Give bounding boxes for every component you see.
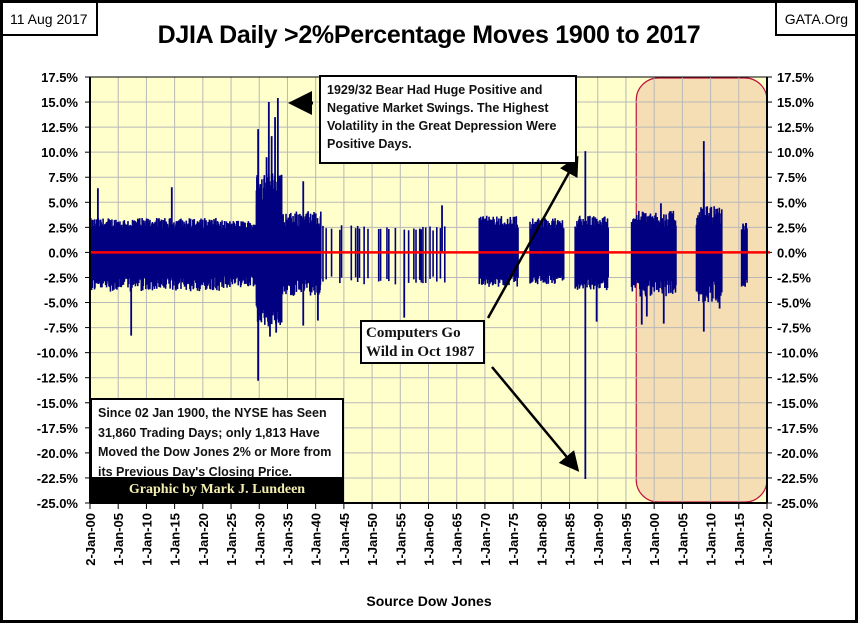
- x-axis-label: Source Dow Jones: [366, 593, 492, 609]
- y-tick-label-right: -17.5%: [777, 421, 819, 436]
- y-tick-label-right: -2.5%: [777, 270, 811, 285]
- y-tick-label-right: -12.5%: [777, 371, 819, 386]
- x-tick-label: 1-Jan-95: [619, 513, 634, 566]
- y-tick-label-right: -7.5%: [777, 321, 811, 336]
- x-tick-label: 1-Jan-80: [534, 513, 549, 566]
- y-tick-label-right: 5.0%: [777, 195, 807, 210]
- y-tick-label-left: -17.5%: [37, 421, 79, 436]
- y-tick-label-left: -10.0%: [37, 346, 79, 361]
- y-tick-label-right: -5.0%: [777, 296, 811, 311]
- x-tick-label: 2-Jan-00: [83, 513, 98, 566]
- y-tick-label-right: -20.0%: [777, 446, 819, 461]
- x-tick-label: 1-Jan-35: [280, 513, 295, 566]
- x-tick-label: 1-Jan-70: [478, 513, 493, 566]
- x-tick-label: 1-Jan-75: [506, 513, 521, 566]
- x-tick-label: 1-Jan-90: [591, 513, 606, 566]
- y-tick-label-right: 0.0%: [777, 245, 807, 260]
- y-tick-label-left: -7.5%: [44, 321, 78, 336]
- y-tick-label-right: -15.0%: [777, 396, 819, 411]
- x-tick-label: 1-Jan-25: [224, 513, 239, 566]
- x-tick-label: 1-Jan-65: [450, 513, 465, 566]
- y-tick-label-left: 15.0%: [41, 95, 78, 110]
- site-label: GATA.Org: [774, 3, 855, 36]
- y-tick-label-right: 15.0%: [777, 95, 814, 110]
- x-tick-label: 1-Jan-40: [309, 513, 324, 566]
- y-tick-label-left: -2.5%: [44, 270, 78, 285]
- y-tick-label-right: 2.5%: [777, 220, 807, 235]
- x-tick-label: 1-Jan-15: [732, 513, 747, 566]
- x-tick-label: 1-Jan-05: [111, 513, 126, 566]
- annotation-1987-crash: Computers Go Wild in Oct 1987: [360, 320, 485, 364]
- chart-title: DJIA Daily >2%Percentage Moves 1900 to 2…: [157, 21, 701, 49]
- y-tick-label-right: -22.5%: [777, 471, 819, 486]
- y-tick-label-left: -5.0%: [44, 296, 78, 311]
- annotation-1929-bear: 1929/32 Bear Had Huge Positive and Negat…: [319, 75, 577, 164]
- y-tick-label-left: 7.5%: [48, 170, 78, 185]
- x-tick-label: 1-Jan-10: [704, 513, 719, 566]
- arrow-1987-up: [486, 155, 579, 319]
- x-tick-label: 1-Jan-85: [563, 513, 578, 566]
- y-tick-label-left: 10.0%: [41, 145, 78, 160]
- x-tick-label: 1-Jan-60: [422, 513, 437, 566]
- x-tick-label: 1-Jan-15: [168, 513, 183, 566]
- date-label: 11 Aug 2017: [3, 3, 98, 36]
- y-tick-label-left: -20.0%: [37, 446, 79, 461]
- y-tick-label-right: 10.0%: [777, 145, 814, 160]
- x-tick-label: 1-Jan-10: [139, 513, 154, 566]
- y-tick-label-left: -15.0%: [37, 396, 79, 411]
- y-tick-label-left: 2.5%: [48, 220, 78, 235]
- y-tick-label-right: -25.0%: [777, 496, 819, 511]
- annotation-stats: Since 02 Jan 1900, the NYSE has Seen 31,…: [90, 398, 344, 504]
- y-tick-label-left: 17.5%: [41, 70, 78, 85]
- x-tick-label: 1-Jan-05: [675, 513, 690, 566]
- arrow-1987-down: [491, 366, 580, 472]
- x-tick-label: 1-Jan-50: [365, 513, 380, 566]
- y-tick-label-right: -10.0%: [777, 346, 819, 361]
- x-tick-label: 1-Jan-20: [760, 513, 775, 566]
- y-tick-label-left: 5.0%: [48, 195, 78, 210]
- y-tick-label-right: 7.5%: [777, 170, 807, 185]
- stats-text: Since 02 Jan 1900, the NYSE has Seen 31,…: [98, 406, 332, 479]
- y-tick-label-left: 12.5%: [41, 120, 78, 135]
- x-tick-label: 1-Jan-20: [196, 513, 211, 566]
- credit-banner: Graphic by Mark J. Lundeen: [92, 477, 342, 502]
- y-tick-label-left: 0.0%: [48, 245, 78, 260]
- y-tick-label-left: -25.0%: [37, 496, 79, 511]
- y-tick-label-left: -12.5%: [37, 371, 79, 386]
- y-tick-label-left: -22.5%: [37, 471, 79, 486]
- x-tick-label: 1-Jan-45: [337, 513, 352, 566]
- x-tick-label: 1-Jan-00: [647, 513, 662, 566]
- x-tick-label: 1-Jan-30: [252, 513, 267, 566]
- x-tick-label: 1-Jan-55: [393, 513, 408, 566]
- y-tick-label-right: 12.5%: [777, 120, 814, 135]
- y-tick-label-right: 17.5%: [777, 70, 814, 85]
